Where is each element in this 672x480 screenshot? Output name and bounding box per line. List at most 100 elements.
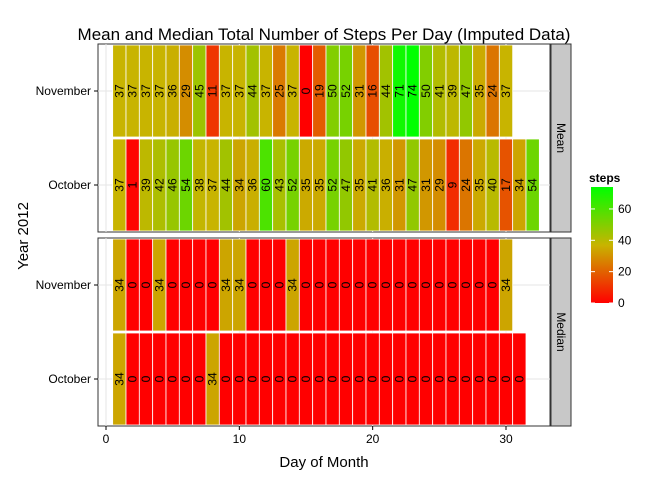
tile-value-label: 47 <box>406 178 420 192</box>
y-tick-label: October <box>48 178 91 192</box>
tile-value-label: 36 <box>379 178 393 192</box>
tile-value-label: 31 <box>392 178 406 192</box>
tile-value-label: 60 <box>259 178 273 192</box>
tile-value-label: 40 <box>486 178 500 192</box>
facet-strip <box>550 237 572 427</box>
tile-value-label: 31 <box>352 84 366 98</box>
tile-value-label: 34 <box>232 178 246 192</box>
tile-value-label: 0 <box>166 281 180 288</box>
chart-title: Mean and Median Total Number of Steps Pe… <box>78 25 571 44</box>
legend-tick-label: 60 <box>618 202 632 216</box>
tile-value-label: 35 <box>472 178 486 192</box>
y-tick-label: November <box>36 84 91 98</box>
heatmap-tile <box>498 238 514 332</box>
tile-value-label: 34 <box>206 372 220 386</box>
tile-value-label: 0 <box>299 375 313 382</box>
tile-value-label: 0 <box>432 281 446 288</box>
tile-value-label: 34 <box>499 278 513 292</box>
tile-value-label: 0 <box>139 375 153 382</box>
tile-value-label: 0 <box>472 375 486 382</box>
tile-value-label: 0 <box>259 281 273 288</box>
x-tick-label: 0 <box>103 432 110 446</box>
tile-value-label: 16 <box>366 84 380 98</box>
tile-value-label: 71 <box>392 84 406 98</box>
tile-value-label: 38 <box>192 178 206 192</box>
tile-value-label: 17 <box>499 178 513 192</box>
tile-value-label: 52 <box>326 178 340 192</box>
tile-value-label: 74 <box>406 84 420 98</box>
tile-value-label: 50 <box>326 84 340 98</box>
tile-value-label: 0 <box>326 281 340 288</box>
heatmap-tile <box>498 44 514 138</box>
tile-value-label: 35 <box>312 178 326 192</box>
tile-value-label: 0 <box>352 281 366 288</box>
tile-value-label: 36 <box>166 84 180 98</box>
tile-value-label: 0 <box>379 375 393 382</box>
tile-value-label: 0 <box>246 375 260 382</box>
legend-colorbar <box>591 187 613 303</box>
tile-value-label: 37 <box>286 84 300 98</box>
tile-value-label: 0 <box>366 281 380 288</box>
tile-value-label: 0 <box>486 375 500 382</box>
tile-value-label: 34 <box>512 178 526 192</box>
tile-value-label: 37 <box>499 84 513 98</box>
x-tick-label: 10 <box>233 432 247 446</box>
tile-value-label: 0 <box>192 281 206 288</box>
tile-value-label: 11 <box>206 84 220 97</box>
tile-value-label: 0 <box>432 375 446 382</box>
tile-value-label: 0 <box>219 375 233 382</box>
tile-value-label: 0 <box>326 375 340 382</box>
tile-value-label: 0 <box>179 281 193 288</box>
y-tick-label: November <box>36 278 91 292</box>
tile-value-label: 52 <box>339 84 353 98</box>
tile-value-label: 37 <box>112 178 126 192</box>
tile-value-label: 36 <box>246 178 260 192</box>
legend-title: steps <box>589 171 621 185</box>
x-axis-title: Day of Month <box>279 454 368 471</box>
tile-value-label: 44 <box>379 84 393 98</box>
y-tick-label: October <box>48 372 91 386</box>
tile-value-label: 44 <box>246 84 260 98</box>
tile-value-label: 0 <box>179 375 193 382</box>
tile-value-label: 34 <box>232 278 246 292</box>
tile-value-label: 0 <box>286 375 300 382</box>
tile-value-label: 37 <box>112 84 126 98</box>
tile-value-label: 37 <box>206 178 220 192</box>
tile-value-label: 0 <box>446 375 460 382</box>
tile-value-label: 0 <box>272 281 286 288</box>
tile-value-label: 0 <box>166 375 180 382</box>
tile-value-label: 34 <box>286 278 300 292</box>
tile-value-label: 19 <box>312 84 326 98</box>
tile-value-label: 41 <box>432 84 446 98</box>
tile-value-label: 0 <box>312 281 326 288</box>
legend-tick-label: 20 <box>618 265 632 279</box>
tile-value-label: 0 <box>272 375 286 382</box>
tile-value-label: 54 <box>526 178 540 192</box>
tile-value-label: 46 <box>166 178 180 192</box>
facet-panels: 37 1 39 42 46 54 38 37 44 34 36 60 43 52 35 35 52 47 35 41 3… <box>36 43 572 427</box>
x-tick-label: 30 <box>499 432 513 446</box>
tile-value-label: 41 <box>366 178 380 192</box>
tile-value-label: 25 <box>272 84 286 98</box>
tile-value-label: 37 <box>232 84 246 98</box>
tile-value-label: 0 <box>459 281 473 288</box>
legend-tick-label: 40 <box>618 233 632 247</box>
tile-value-label: 0 <box>312 375 326 382</box>
tile-value-label: 0 <box>126 281 140 288</box>
tile-value-label: 0 <box>499 375 513 382</box>
tile-value-label: 35 <box>299 178 313 192</box>
legend-tick-label: 0 <box>618 296 625 310</box>
tile-value-label: 0 <box>299 87 313 94</box>
tile-value-label: 0 <box>192 375 206 382</box>
tile-value-label: 47 <box>459 84 473 98</box>
heatmap-tile <box>525 138 540 232</box>
tile-value-label: 0 <box>232 375 246 382</box>
tile-value-label: 34 <box>152 278 166 292</box>
tile-value-label: 0 <box>459 375 473 382</box>
y-axis-title: Year 2012 <box>15 202 32 270</box>
tile-value-label: 9 <box>446 181 460 188</box>
facet-mean: 37 1 39 42 46 54 38 37 44 34 36 60 43 52 35 35 52 47 35 41 3… <box>36 43 572 233</box>
tile-value-label: 50 <box>419 84 433 98</box>
tile-value-label: 0 <box>366 375 380 382</box>
